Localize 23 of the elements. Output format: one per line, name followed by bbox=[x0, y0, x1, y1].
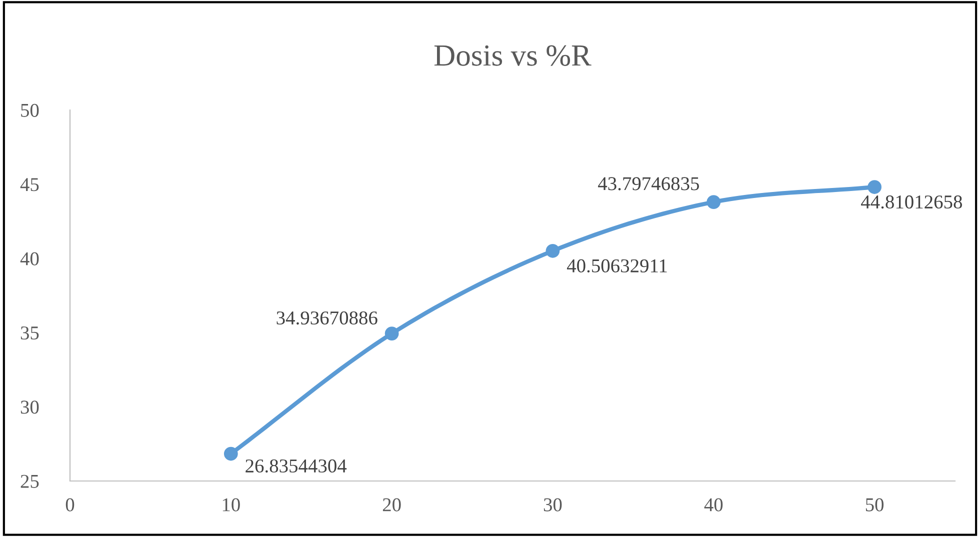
y-tick-label: 50 bbox=[21, 104, 39, 117]
data-label: 34.93670886 bbox=[276, 311, 378, 325]
x-tick-label: 40 bbox=[704, 498, 723, 512]
x-tick-label: 30 bbox=[544, 498, 562, 512]
data-label: 26.83544304 bbox=[246, 459, 347, 473]
point bbox=[868, 180, 882, 194]
data-label: 44.81012658 bbox=[861, 195, 962, 209]
point bbox=[546, 244, 560, 258]
y-tick-label: 35 bbox=[20, 326, 39, 340]
y-tick-label: 30 bbox=[20, 400, 39, 414]
data-label: 40.50632911 bbox=[566, 259, 667, 273]
y-tick-label: 25 bbox=[20, 474, 39, 488]
data-label: 43.79746835 bbox=[598, 177, 699, 190]
x-tick-label: 20 bbox=[382, 498, 401, 512]
point bbox=[224, 446, 238, 461]
x-tick-label: 10 bbox=[222, 498, 240, 512]
point bbox=[384, 326, 399, 340]
point bbox=[706, 195, 721, 209]
x-tick-label: 0 bbox=[66, 498, 74, 512]
y-tick-label: 45 bbox=[20, 178, 39, 192]
chart-title: Dosis vs %R bbox=[434, 45, 592, 66]
x-tick-label: 50 bbox=[866, 498, 884, 512]
y-tick-label: 40 bbox=[20, 252, 39, 266]
